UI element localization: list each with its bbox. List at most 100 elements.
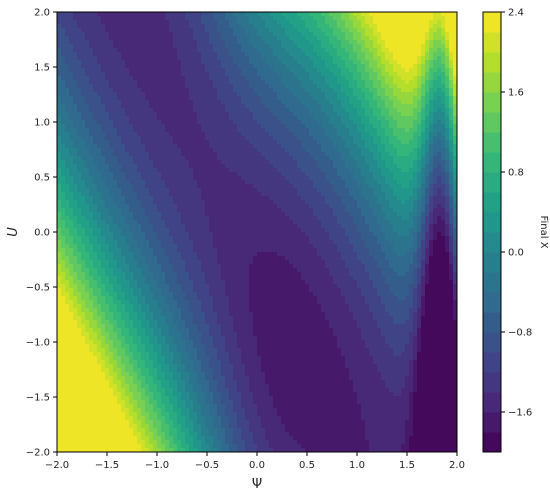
contour-cell	[377, 264, 390, 269]
contour-cell	[193, 312, 206, 317]
contour-cell	[273, 52, 290, 57]
contour-cell	[393, 268, 410, 273]
contour-cell	[421, 176, 426, 181]
contour-cell	[101, 368, 110, 373]
contour-cell	[445, 240, 450, 245]
contour-cell	[185, 264, 202, 269]
contour-cell	[241, 396, 254, 401]
contour-cell	[221, 368, 234, 373]
contour-cell	[249, 300, 318, 305]
contour-cell	[237, 412, 246, 417]
contour-cell	[213, 12, 226, 17]
contour-cell	[425, 92, 430, 97]
contour-cell	[349, 56, 358, 61]
contour-cell	[429, 96, 434, 101]
contour-cell	[153, 228, 170, 233]
contour-cell	[81, 256, 90, 261]
contour-cell	[285, 212, 314, 217]
contour-cell	[177, 388, 186, 393]
contour-cell	[101, 352, 106, 357]
contour-cell	[249, 428, 266, 433]
contour-cell	[145, 444, 154, 449]
contour-cell	[261, 192, 298, 197]
contour-cell	[93, 52, 122, 57]
contour-cell	[381, 152, 390, 157]
contour-cell	[261, 96, 278, 101]
contour-cell	[145, 348, 154, 353]
contour-cell	[433, 76, 438, 81]
contour-cell	[209, 32, 222, 37]
contour-cell	[309, 40, 322, 45]
contour-cell	[413, 396, 457, 401]
contour-cell	[165, 416, 170, 421]
contour-cell	[417, 304, 422, 309]
contour-cell	[73, 160, 86, 165]
contour-cell	[445, 72, 450, 77]
contour-cell	[305, 124, 322, 129]
contour-cell	[453, 260, 457, 265]
contour-cell	[209, 364, 222, 369]
contour-cell	[101, 216, 114, 221]
contour-cell	[361, 48, 370, 53]
contour-cell	[313, 16, 326, 21]
contour-cell	[125, 108, 154, 113]
contour-cell	[357, 224, 370, 229]
contour-cell	[309, 288, 342, 293]
contour-cell	[129, 356, 134, 361]
contour-cell	[93, 276, 102, 281]
contour-cell	[97, 240, 106, 245]
contour-cell	[141, 204, 158, 209]
contour-cell	[101, 228, 110, 233]
contour-cell	[161, 440, 170, 445]
contour-cell	[261, 416, 282, 421]
contour-cell	[429, 240, 434, 245]
contour-cell	[453, 296, 457, 301]
contour-cell	[129, 120, 162, 125]
contour-cell	[433, 140, 438, 145]
contour-cell	[201, 404, 210, 409]
contour-cell	[153, 448, 162, 452]
contour-cell	[77, 320, 82, 325]
contour-cell	[269, 388, 354, 393]
contour-cell	[349, 52, 358, 57]
contour-cell	[401, 168, 410, 173]
contour-cell	[453, 68, 457, 73]
contour-cell	[365, 300, 382, 305]
contour-cell	[417, 60, 422, 65]
contour-cell	[373, 16, 434, 21]
contour-cell	[441, 68, 446, 73]
contour-cell	[369, 308, 386, 313]
contour-cell	[349, 132, 362, 137]
contour-cell	[293, 56, 310, 61]
contour-cell	[453, 84, 457, 89]
contour-cell	[57, 240, 62, 245]
contour-cell	[425, 252, 430, 257]
contour-cell	[117, 276, 126, 281]
contour-cell	[389, 184, 402, 189]
contour-cell	[181, 220, 210, 225]
contour-cell	[337, 80, 350, 85]
contour-cell	[137, 416, 146, 421]
contour-cell	[417, 152, 422, 157]
contour-cell	[417, 272, 422, 277]
contour-cell	[81, 292, 90, 297]
contour-cell	[213, 340, 226, 345]
contour-cell	[361, 236, 378, 241]
contour-cell	[161, 400, 170, 405]
contour-cell	[149, 356, 158, 361]
contour-cell	[57, 260, 66, 265]
contour-cell	[181, 212, 206, 217]
contour-cell	[121, 208, 130, 213]
contour-cell	[313, 244, 338, 249]
contour-cell	[141, 356, 150, 361]
contour-cell	[189, 24, 206, 29]
contour-cell	[393, 224, 414, 229]
contour-cell	[433, 120, 438, 125]
contour-cell	[441, 176, 446, 181]
contour-cell	[149, 352, 158, 357]
contour-cell	[441, 152, 446, 157]
contour-cell	[73, 140, 86, 145]
contour-cell	[281, 172, 306, 177]
contour-cell	[253, 440, 270, 445]
contour-cell	[253, 44, 270, 49]
